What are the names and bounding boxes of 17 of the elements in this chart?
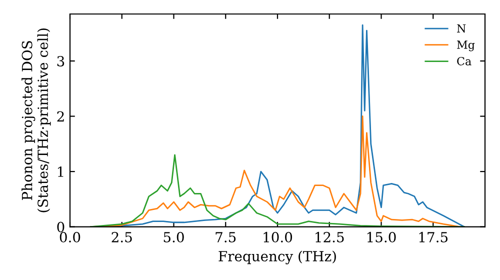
x-tick-label: 17.5 [419, 232, 448, 242]
x-tick-label: 0.0 [60, 232, 80, 242]
y-tick-label: 0 [57, 222, 64, 232]
x-tick-label: 5.0 [164, 232, 184, 242]
y-tick-label: 2 [57, 111, 64, 122]
legend-label: N [457, 24, 466, 33]
legend-label: Ca [457, 56, 472, 66]
x-tick-label: 7.5 [216, 232, 236, 242]
y-axis-title: Phonon projected DOS (States/THz·primitive cell) [22, 28, 51, 212]
x-tick-label: 2.5 [112, 232, 132, 242]
y-tick-label: 3 [57, 56, 64, 66]
x-tick-label: 12.5 [316, 232, 344, 242]
x-tick-label: 15.0 [367, 232, 396, 242]
x-tick-label: 10.0 [264, 232, 292, 242]
x-axis-title: Frequency (THz) [218, 250, 336, 264]
y-tick-label: 1 [58, 166, 64, 177]
legend-label: Mg [457, 40, 475, 52]
